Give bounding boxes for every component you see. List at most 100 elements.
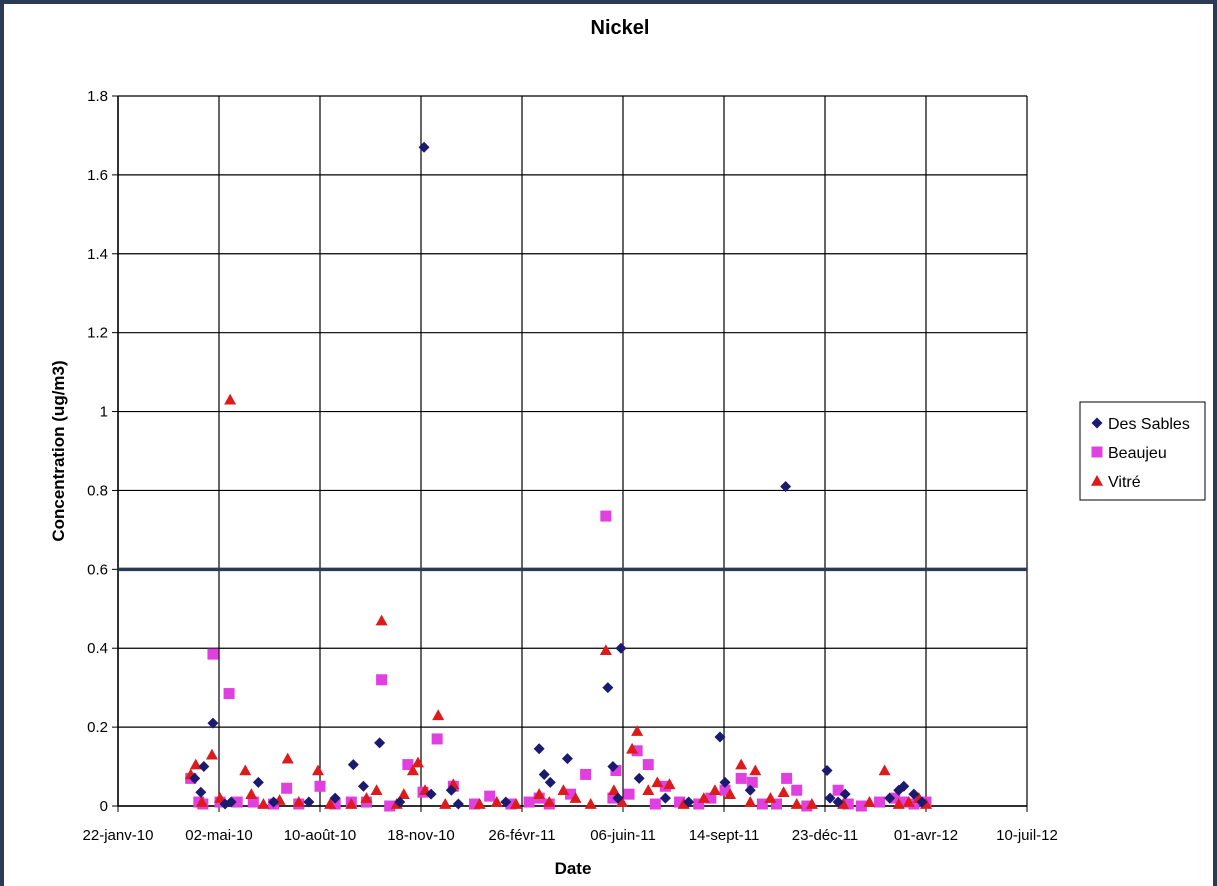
y-tick-label: 0.4 xyxy=(87,640,108,657)
data-point xyxy=(360,792,373,803)
series-0 xyxy=(189,141,928,810)
data-point xyxy=(631,725,644,736)
data-point xyxy=(205,748,218,760)
y-tick-label: 1.4 xyxy=(87,246,108,263)
data-point xyxy=(292,796,305,807)
data-point xyxy=(898,796,910,808)
data-points xyxy=(184,141,932,812)
data-point xyxy=(832,784,844,796)
y-tick-label: 1.6 xyxy=(87,167,108,184)
data-point xyxy=(584,798,597,809)
x-tick-label: 18-nov-10 xyxy=(387,827,455,844)
data-point xyxy=(626,742,639,754)
series-2 xyxy=(184,393,932,809)
data-point xyxy=(484,790,496,802)
data-point xyxy=(223,688,235,700)
data-point xyxy=(693,798,705,810)
data-point xyxy=(397,788,410,799)
data-point xyxy=(855,800,867,812)
data-point xyxy=(303,796,315,808)
legend-marker xyxy=(1091,446,1103,458)
y-tick-label: 0 xyxy=(100,798,108,815)
data-point xyxy=(771,798,783,810)
data-point xyxy=(533,743,545,755)
data-point xyxy=(505,798,517,810)
data-point xyxy=(329,798,341,810)
data-point xyxy=(842,798,854,810)
data-point xyxy=(402,759,414,771)
data-point xyxy=(268,796,280,808)
data-point xyxy=(406,764,419,776)
data-point xyxy=(599,644,612,655)
data-point xyxy=(824,792,836,804)
data-point xyxy=(376,674,388,686)
data-point xyxy=(908,798,920,810)
data-point xyxy=(631,745,643,757)
data-point xyxy=(697,792,710,803)
data-point xyxy=(207,648,219,660)
data-point xyxy=(198,761,210,773)
data-point xyxy=(324,798,337,809)
data-point xyxy=(345,798,358,809)
data-point xyxy=(214,792,227,803)
x-tick-label: 10-juil-12 xyxy=(996,827,1058,844)
data-point xyxy=(801,800,813,812)
data-point xyxy=(714,731,726,743)
data-point xyxy=(411,756,424,768)
x-tick-label: 02-mai-10 xyxy=(185,827,253,844)
data-point xyxy=(561,753,573,765)
data-point xyxy=(557,784,570,796)
data-point xyxy=(224,393,237,405)
data-point xyxy=(569,792,582,803)
data-point xyxy=(445,784,457,796)
legend-label: Beaujeu xyxy=(1108,445,1167,462)
legend-label: Vitré xyxy=(1108,474,1141,491)
data-point xyxy=(607,784,620,796)
x-tick-label: 10-août-10 xyxy=(284,827,357,844)
data-point xyxy=(764,792,777,803)
data-point xyxy=(677,798,690,809)
x-axis-ticks: 22-janv-10 02-mai-10 10-août-10 18-nov-10 26… xyxy=(83,827,1058,844)
data-point xyxy=(357,780,369,792)
data-point xyxy=(916,796,928,808)
data-point xyxy=(384,800,396,812)
x-tick-label: 26-févr-11 xyxy=(488,827,555,844)
data-point xyxy=(500,796,512,808)
data-point xyxy=(533,788,546,799)
data-point xyxy=(394,796,406,808)
data-point xyxy=(615,796,628,807)
data-point xyxy=(735,772,747,784)
data-point xyxy=(195,796,208,807)
data-point xyxy=(425,788,437,800)
data-point xyxy=(837,798,850,809)
data-point xyxy=(239,764,252,776)
data-point xyxy=(902,796,915,807)
legend-marker xyxy=(1091,475,1103,486)
legend: Des Sables Beaujeu Vitré xyxy=(1079,401,1206,501)
data-point xyxy=(564,788,576,800)
data-point xyxy=(615,642,627,654)
data-point xyxy=(509,798,522,809)
x-tick-label: 01-avr-12 xyxy=(894,827,958,844)
data-point xyxy=(744,784,756,796)
data-point xyxy=(805,798,818,809)
data-point xyxy=(756,798,768,810)
chart-title: Nickel xyxy=(591,17,650,39)
data-point xyxy=(777,786,790,797)
data-point xyxy=(247,796,259,808)
data-point xyxy=(329,792,341,804)
data-point xyxy=(207,717,219,729)
y-tick-label: 0.6 xyxy=(87,561,108,578)
data-point xyxy=(839,788,851,800)
data-point xyxy=(908,788,920,800)
data-point xyxy=(231,796,243,808)
data-point xyxy=(642,759,654,771)
data-point xyxy=(600,510,612,522)
data-point xyxy=(245,788,258,799)
data-point xyxy=(189,772,201,784)
data-point xyxy=(623,788,635,800)
data-point xyxy=(746,776,758,788)
data-point xyxy=(195,786,207,798)
y-tick-label: 0.2 xyxy=(87,719,108,736)
legend-label: Des Sables xyxy=(1108,416,1190,433)
